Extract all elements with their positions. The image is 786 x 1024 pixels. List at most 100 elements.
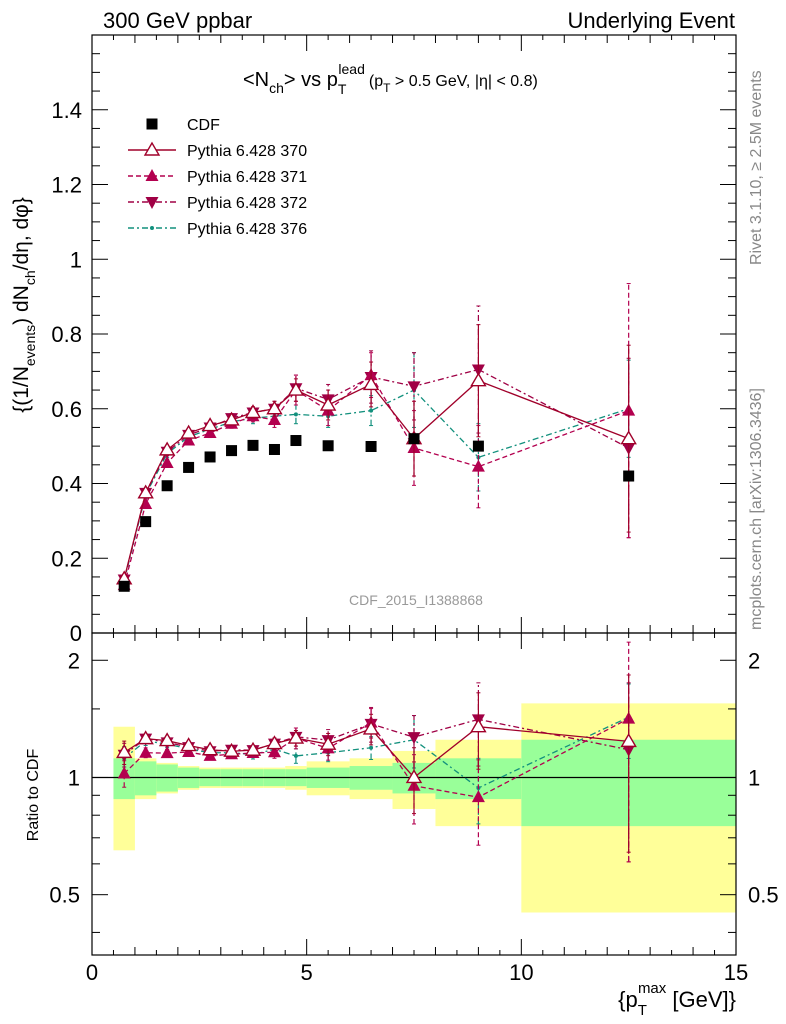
y-ratio-tick-label-right-2: 2 bbox=[748, 648, 760, 673]
legend: CDF Pythia 6.428 370 Pythia 6.428 371 Pythi… bbox=[128, 117, 307, 238]
legend-label-1: Pythia 6.428 370 bbox=[187, 143, 307, 160]
series-1-point-ratio-7 bbox=[266, 735, 283, 750]
series-1-point-main-4 bbox=[201, 417, 219, 432]
series-1-point-main-8 bbox=[287, 381, 305, 396]
series-2-point-ratio-7 bbox=[267, 745, 281, 758]
series-1-point-ratio-11 bbox=[405, 769, 423, 784]
series-2-point-ratio-0 bbox=[117, 766, 131, 779]
series-4-line-main bbox=[123, 389, 629, 581]
ylabel-a-sub: events bbox=[22, 325, 38, 366]
title-prefix: <N bbox=[243, 69, 269, 91]
series-0-point-main-12 bbox=[472, 440, 484, 452]
series-1-point-main-13 bbox=[620, 430, 637, 445]
series-0-point-main-5 bbox=[226, 445, 238, 457]
series-1-line-main bbox=[123, 379, 629, 579]
y-ratio-tick-label-right-1: 1 bbox=[748, 765, 760, 790]
rivet-label: Rivet 3.1.10, ≥ 2.5M events bbox=[748, 70, 765, 265]
x-tick-label-1: 5 bbox=[301, 960, 313, 985]
series-3-point-ratio-11 bbox=[407, 732, 421, 745]
series-1-point-main-1 bbox=[137, 484, 154, 499]
legend-label-4: Pythia 6.428 376 bbox=[187, 221, 307, 238]
ylabel-c: /dη, dφ} bbox=[10, 197, 33, 270]
title-cuts-sub: T bbox=[383, 81, 391, 95]
series-4-point-main-8 bbox=[293, 412, 298, 417]
series-2-point-main-1 bbox=[139, 497, 153, 510]
y-main-tick-label-4: 0.8 bbox=[51, 322, 82, 347]
series-0-point-main-6 bbox=[247, 439, 259, 451]
series-1-point-main-3 bbox=[180, 424, 197, 439]
series-0-point-main-10 bbox=[365, 440, 377, 452]
x-tick-label-0: 0 bbox=[86, 960, 98, 985]
ylabel-b: ) dN bbox=[10, 285, 33, 325]
series-1-point-ratio-0 bbox=[115, 743, 133, 759]
series-0-point-main-1 bbox=[140, 516, 152, 528]
legend-label-2: Pythia 6.428 371 bbox=[187, 169, 307, 186]
series-0-point-main-4 bbox=[204, 451, 216, 463]
title-mid: > vs p bbox=[284, 69, 338, 91]
series-2-point-main-3 bbox=[182, 433, 196, 446]
series-2-point-main-12 bbox=[471, 459, 485, 472]
title-sub-t: T bbox=[338, 81, 347, 97]
series-0-point-main-11 bbox=[408, 433, 420, 445]
legend-marker-4 bbox=[150, 226, 154, 230]
series-2-point-ratio-12 bbox=[471, 790, 485, 803]
series-1-point-ratio-5 bbox=[223, 742, 240, 757]
y-axis-label-ratio: Ratio to CDF bbox=[25, 749, 42, 842]
mcplots-label: mcplots.cern.ch [arXiv:1306.3436] bbox=[748, 388, 765, 630]
series-1-point-main-9 bbox=[319, 396, 337, 411]
series-0-point-main-13 bbox=[623, 470, 635, 482]
series-1-point-main-7 bbox=[266, 400, 283, 415]
series-1-point-main-2 bbox=[158, 441, 176, 456]
x-axis-label: {pTmax [GeV]} bbox=[618, 980, 736, 1019]
series-0 bbox=[118, 433, 635, 592]
series-2-point-ratio-1 bbox=[139, 745, 153, 758]
y-ratio-tick-label-left-1: 1 bbox=[68, 765, 80, 790]
band-inner-1 bbox=[134, 761, 157, 796]
data-series bbox=[115, 283, 637, 863]
header-right: Underlying Event bbox=[567, 8, 735, 33]
series-2-point-main-7 bbox=[267, 412, 281, 425]
y-ratio-tick-label-left-2: 2 bbox=[68, 648, 80, 673]
series-2-point-main-4 bbox=[203, 426, 217, 439]
header-left: 300 GeV ppbar bbox=[103, 8, 252, 33]
title-cuts-rest: > 0.5 GeV, |η| < 0.8) bbox=[390, 73, 537, 90]
ratio-plot-frame bbox=[91, 632, 737, 956]
series-0-point-main-8 bbox=[290, 435, 302, 447]
series-0-point-main-0 bbox=[118, 580, 130, 592]
legend-label-3: Pythia 6.428 372 bbox=[187, 195, 307, 212]
series-3-point-main-11 bbox=[407, 381, 421, 394]
series-1-point-main-10 bbox=[362, 376, 380, 391]
ylabel-a: {(1/N bbox=[10, 366, 33, 413]
y-main-tick-label-7: 1.4 bbox=[51, 98, 82, 123]
series-1-point-main-6 bbox=[244, 404, 262, 419]
series-1-point-main-5 bbox=[223, 411, 240, 426]
series-2-line-ratio bbox=[123, 718, 629, 798]
series-1-point-ratio-9 bbox=[319, 735, 337, 750]
title-sub-ch: ch bbox=[269, 80, 284, 96]
series-1-point-ratio-12 bbox=[470, 718, 487, 733]
series-1 bbox=[115, 324, 637, 853]
analysis-watermark: CDF_2015_I1388868 bbox=[349, 592, 483, 608]
y-main-tick-label-1: 0.2 bbox=[51, 546, 82, 571]
y-main-tick-label-5: 1 bbox=[70, 247, 82, 272]
legend-marker-1 bbox=[143, 141, 161, 156]
series-1-point-ratio-8 bbox=[287, 729, 305, 744]
xlabel-sup: max bbox=[638, 980, 667, 997]
series-2-line-main bbox=[123, 374, 629, 586]
series-4-point-ratio-10 bbox=[369, 745, 374, 750]
y-main-tick-label-0: 0 bbox=[70, 621, 82, 646]
series-1-point-ratio-3 bbox=[180, 737, 197, 752]
legend-marker-0 bbox=[146, 118, 158, 130]
series-1-point-ratio-10 bbox=[362, 720, 380, 735]
series-0-point-main-3 bbox=[183, 461, 195, 473]
ylabel-b-sub: ch bbox=[22, 270, 38, 285]
series-3-line-main bbox=[123, 368, 629, 580]
axes-ticks: 0 5 10 15 0 0.2 0.4 0.6 0.8 1 1.2 1.4 0.5 0.5 1 1 2 2 bbox=[49, 34, 779, 985]
series-1-point-ratio-2 bbox=[158, 732, 176, 747]
x-tick-label-2: 10 bbox=[509, 960, 533, 985]
legend-marker-2 bbox=[145, 169, 159, 181]
series-1-point-ratio-4 bbox=[201, 741, 219, 756]
y-main-tick-label-2: 0.4 bbox=[51, 472, 82, 497]
y-axis-label-main: {(1/Nevents) dNch/dη, dφ} bbox=[10, 197, 38, 413]
